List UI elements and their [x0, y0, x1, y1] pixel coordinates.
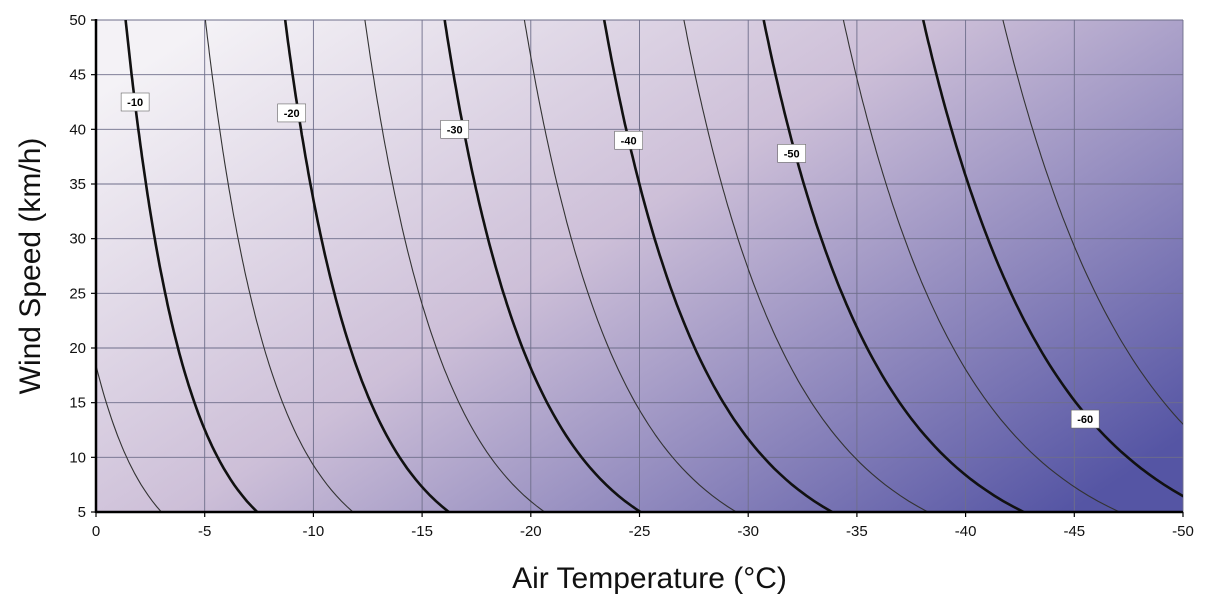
contour-line-minus-50 — [762, 20, 1025, 512]
svg-text:-10: -10 — [127, 97, 143, 109]
contour-label-minus-50: -50 — [777, 144, 806, 163]
x-tick-label: -45 — [1063, 523, 1085, 540]
contour-lines — [96, 20, 1183, 512]
y-tick-label: 40 — [69, 121, 86, 138]
x-tick-label: 0 — [92, 523, 100, 540]
y-axis-title: Wind Speed (km/h) — [14, 138, 47, 395]
y-tick-label: 15 — [69, 395, 86, 412]
x-tick-label: -10 — [303, 523, 325, 540]
contour-line-minus-65 — [1002, 20, 1183, 425]
contour-line-minus-40 — [602, 20, 833, 512]
y-tick-label: 45 — [69, 67, 86, 84]
contour-label-minus-30: -30 — [440, 120, 470, 139]
x-tick-label: -15 — [411, 523, 433, 540]
svg-text:-60: -60 — [1077, 414, 1093, 426]
y-tick-label: 10 — [69, 449, 86, 466]
y-tick-label: 20 — [69, 340, 86, 357]
contour-line-minus-60 — [921, 20, 1183, 498]
x-tick-label: -30 — [737, 523, 759, 540]
contour-line-minus-15 — [204, 20, 354, 512]
svg-text:-50: -50 — [784, 148, 800, 160]
y-tick-label: 35 — [69, 176, 86, 193]
y-tick-label: 5 — [78, 504, 86, 521]
x-tick-labels: 0 -5 -10 -15 -20 -25 -30 -35 -40 -45 -50 — [92, 512, 1194, 540]
contour-label-minus-60: -60 — [1070, 409, 1100, 429]
svg-text:-40: -40 — [621, 135, 637, 147]
x-tick-label: -5 — [198, 523, 211, 540]
x-tick-label: -40 — [955, 523, 977, 540]
y-tick-label: 25 — [69, 285, 86, 302]
svg-text:-20: -20 — [284, 108, 300, 120]
y-tick-labels: 5 10 15 20 25 30 35 40 45 50 — [69, 12, 96, 521]
contour-line-minus-35 — [523, 20, 737, 512]
contour-label-minus-10: -10 — [120, 92, 150, 112]
x-tick-label: -35 — [846, 523, 868, 540]
contour-line-minus-5 — [96, 363, 162, 512]
x-tick-label: -25 — [629, 523, 651, 540]
contour-line-minus-55 — [842, 20, 1120, 512]
svg-text:-30: -30 — [447, 124, 463, 136]
y-tick-label: 30 — [69, 231, 86, 248]
contour-line-minus-30 — [443, 20, 642, 512]
contour-line-minus-20 — [283, 20, 450, 512]
contour-label-minus-40: -40 — [614, 130, 643, 150]
contour-labels: -10 -20 -30 -40 -50 -60 — [120, 92, 1100, 429]
x-axis-title: Air Temperature (°C) — [512, 562, 787, 595]
x-tick-label: -20 — [520, 523, 542, 540]
grid-lines — [95, 19, 1184, 513]
y-tick-label: 50 — [69, 12, 86, 29]
contour-label-minus-20: -20 — [277, 103, 306, 123]
contour-line-minus-25 — [364, 20, 545, 512]
x-tick-label: -50 — [1172, 523, 1194, 540]
contour-line-minus-45 — [683, 20, 929, 512]
